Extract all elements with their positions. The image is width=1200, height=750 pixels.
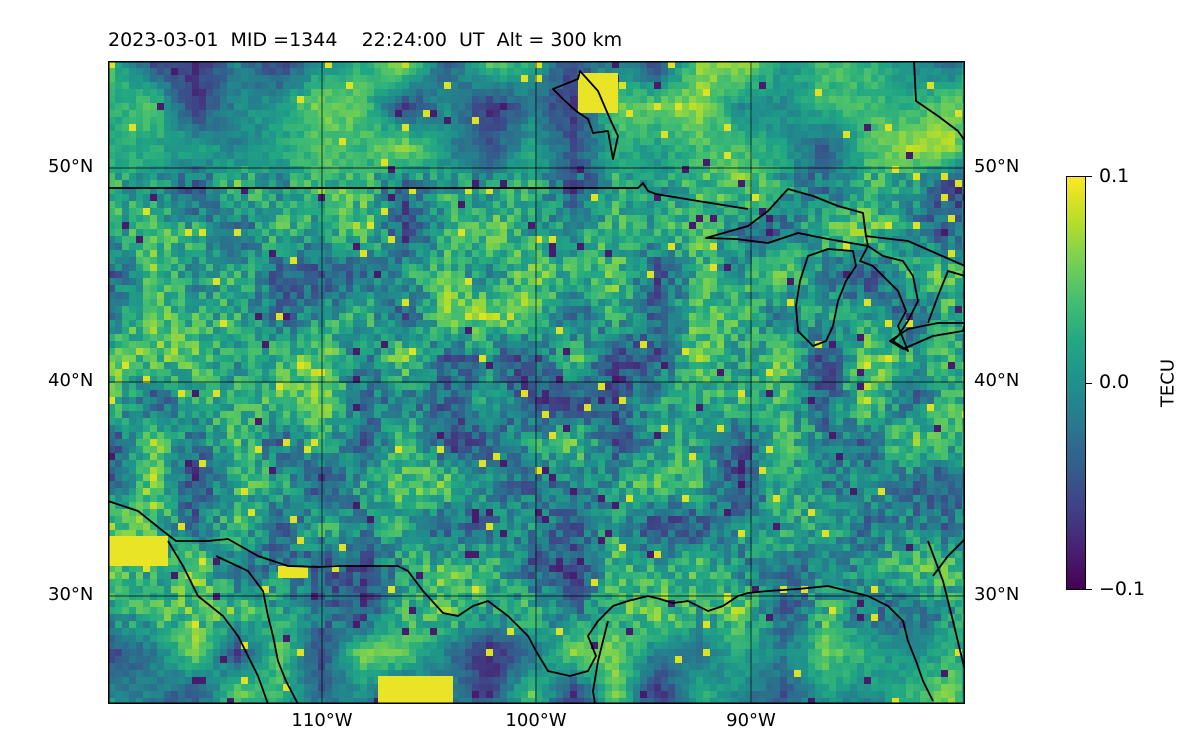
lake-huron: [859, 245, 919, 352]
mexico-east: [592, 620, 609, 704]
eastern-shore: [927, 270, 965, 324]
lat-label-left-40: 40°N: [48, 370, 94, 391]
colorbar-label-max: 0.1: [1099, 165, 1130, 187]
colorbar-title: TECU: [1157, 358, 1179, 408]
gridlines: [108, 61, 965, 704]
lon-label-110w: 110°W: [291, 710, 353, 731]
map-frame: [108, 61, 965, 704]
colorbar: [1066, 176, 1086, 590]
northern-coast: [552, 70, 619, 160]
plot-title: 2023-03-01 MID =1344 22:24:00 UT Alt = 3…: [108, 29, 623, 51]
lake-michigan: [795, 248, 857, 347]
us-canada-border: [108, 182, 749, 210]
baja-coast: [215, 555, 299, 704]
lat-label-right-30: 30°N: [974, 584, 1020, 605]
baja-gulf: [167, 540, 269, 704]
lat-label-left-50: 50°N: [48, 156, 94, 177]
map-overlay: [108, 61, 965, 704]
ontario-shore: [864, 235, 965, 267]
colorbar-tick-min: [1086, 589, 1092, 590]
colorbar-tick-zero: [1086, 383, 1092, 384]
colorbar-label-min: −0.1: [1099, 578, 1146, 600]
gulf-coast: [338, 565, 934, 702]
lat-label-right-40: 40°N: [974, 370, 1020, 391]
colorbar-tick-max: [1086, 176, 1092, 177]
lat-label-right-50: 50°N: [974, 156, 1020, 177]
colorbar-label-zero: 0.0: [1099, 371, 1130, 393]
mexico-border: [108, 500, 339, 568]
coastlines-borders: [108, 61, 965, 704]
lon-label-90w: 90°W: [726, 710, 776, 731]
florida-coast: [927, 538, 965, 672]
lon-label-100w: 100°W: [505, 710, 567, 731]
tec-map: [108, 61, 965, 704]
northeast-coast: [913, 61, 965, 142]
lat-label-left-30: 30°N: [48, 584, 94, 605]
lake-superior: [705, 188, 869, 247]
